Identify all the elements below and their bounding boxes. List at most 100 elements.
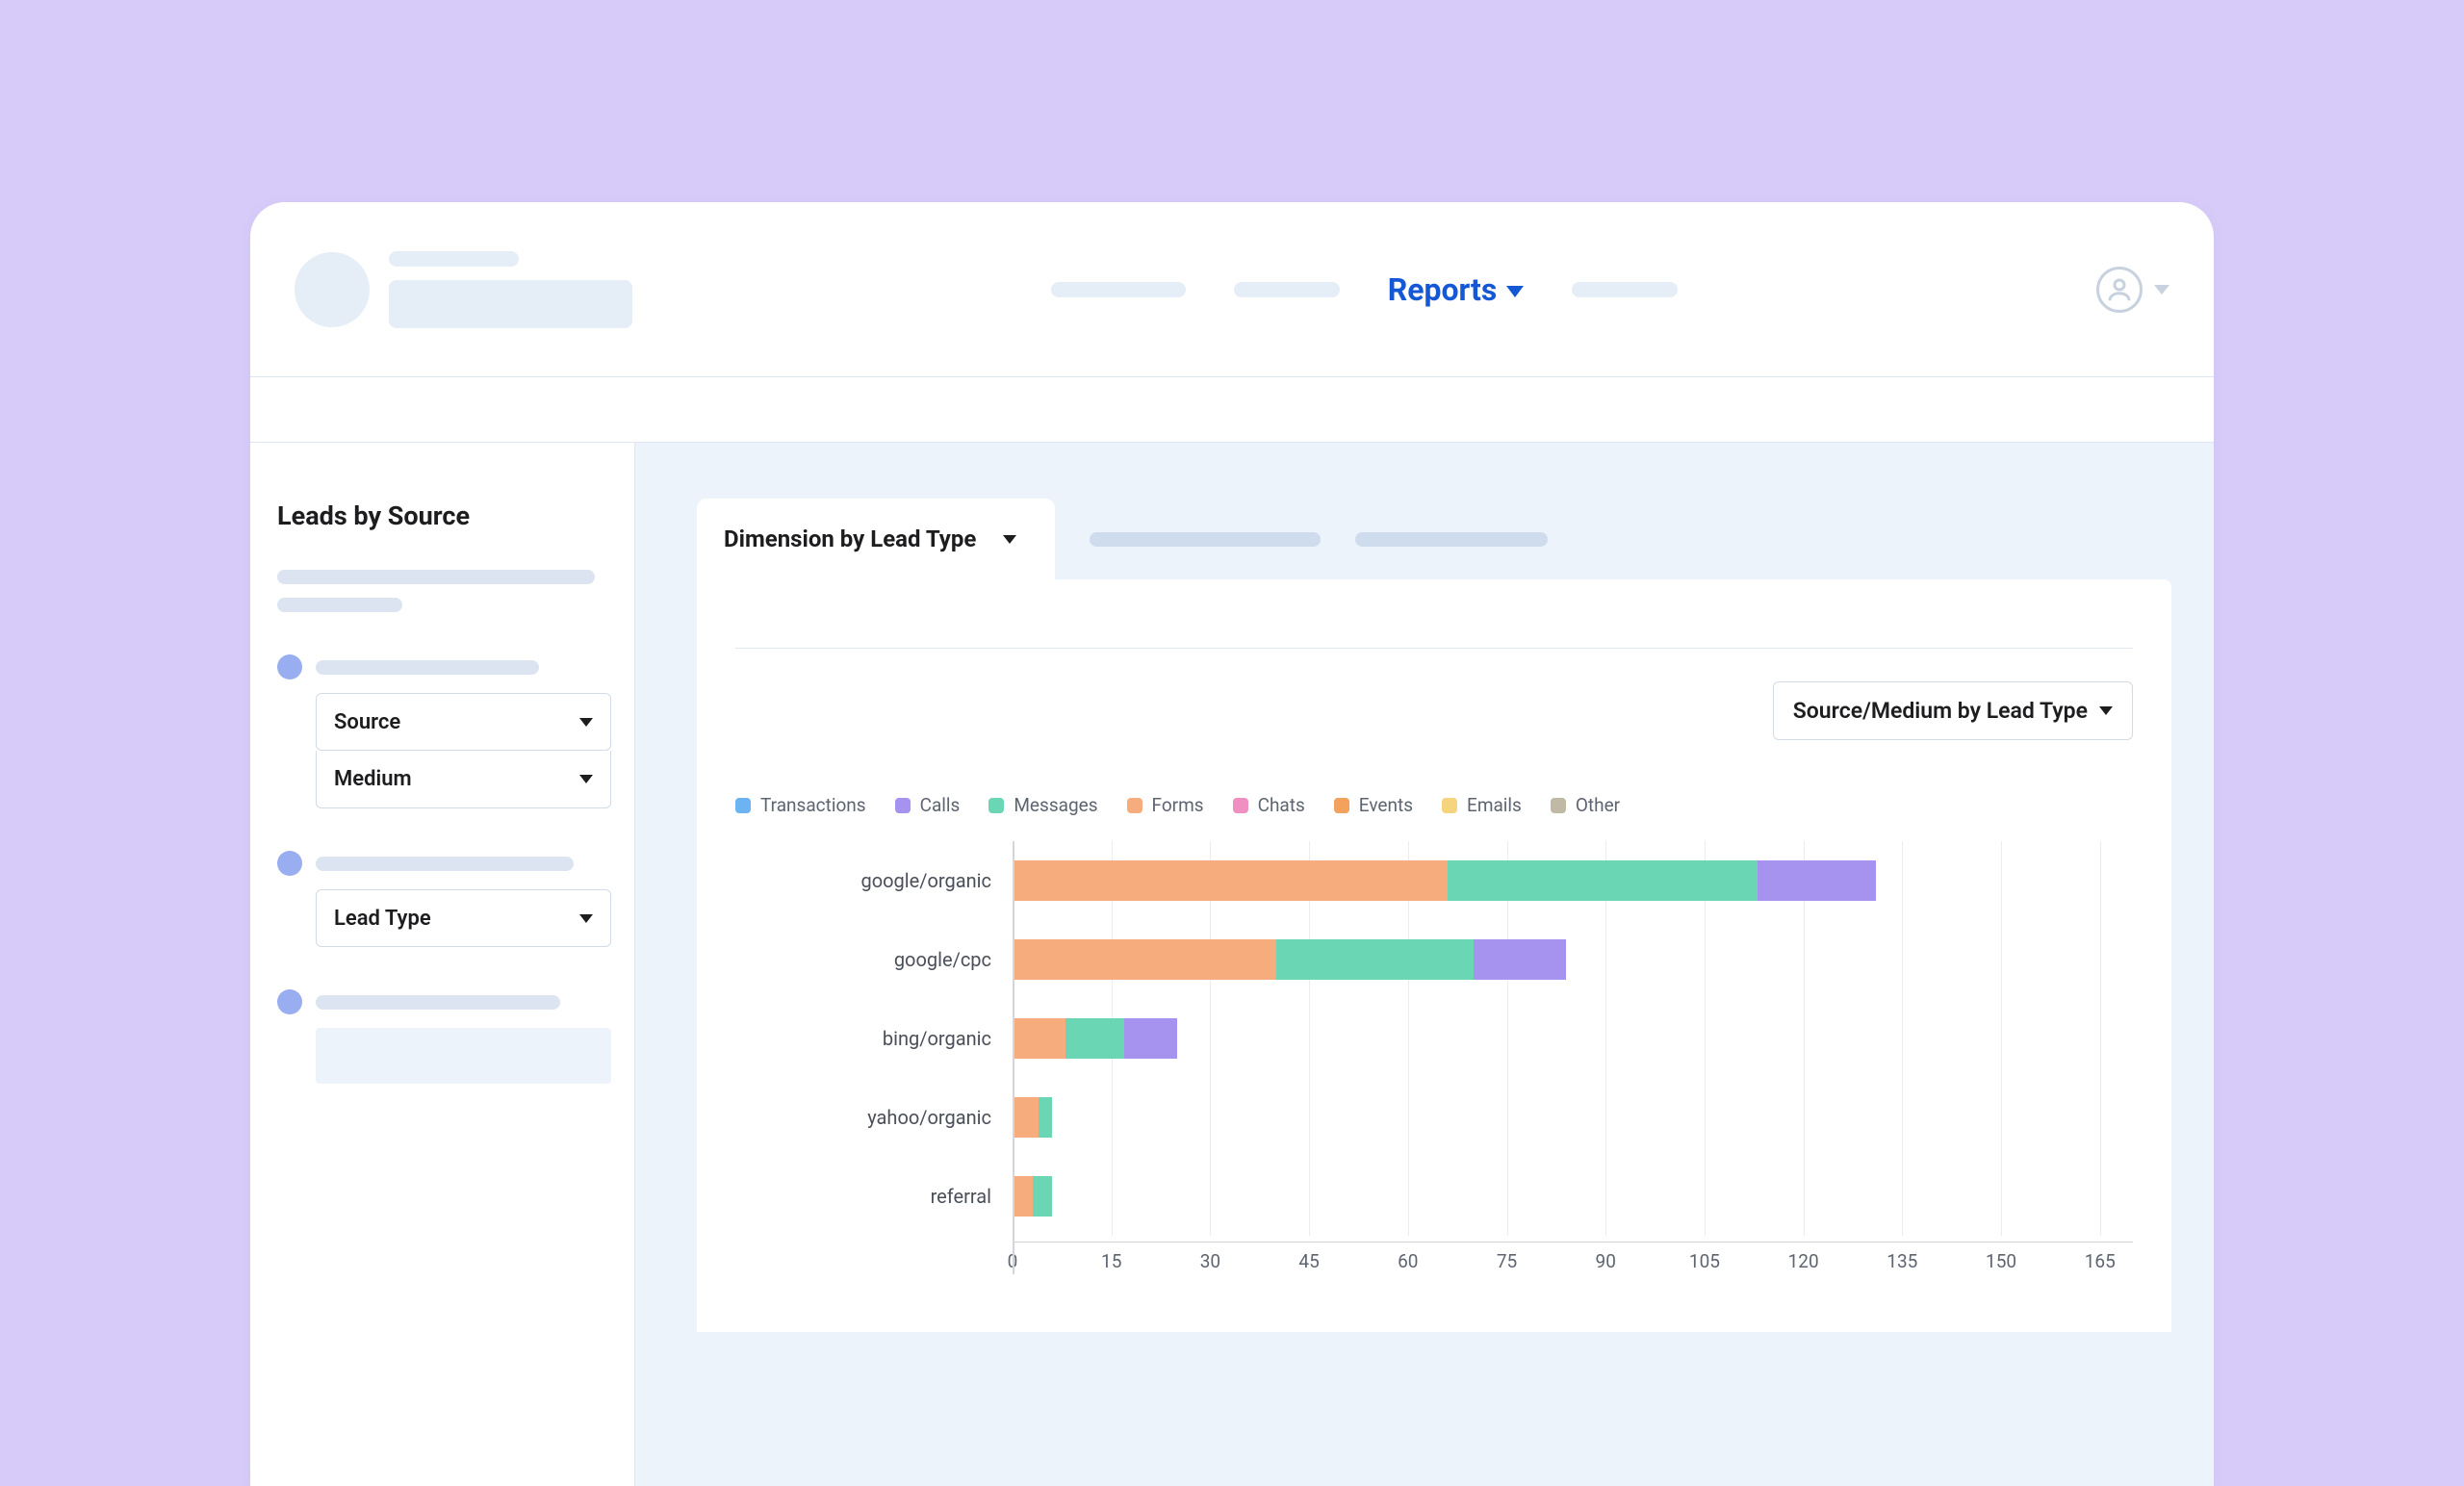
chart-x-tick: 105 — [1689, 1250, 1720, 1272]
chart-bar-segment[interactable] — [1124, 1018, 1177, 1059]
legend-label: Other — [1576, 794, 1620, 816]
chart-bar-row — [1013, 841, 2133, 920]
legend-item[interactable]: Messages — [988, 794, 1097, 816]
tab-dimension-by-lead-type[interactable]: Dimension by Lead Type — [697, 499, 1055, 579]
chart-y-label: google/cpc — [735, 920, 1013, 999]
panel-control-row: Source/Medium by Lead Type — [735, 649, 2133, 740]
chevron-down-icon — [579, 775, 593, 783]
step-dot-icon — [277, 654, 302, 679]
chart-plot-area: 0153045607590105120135150165 — [1013, 841, 2133, 1274]
chart-x-tick: 120 — [1788, 1250, 1819, 1272]
chart-bar-segment[interactable] — [1448, 860, 1758, 901]
topbar: Reports — [250, 202, 2214, 377]
chevron-down-icon — [2099, 706, 2113, 715]
sidebar-placeholder-line — [277, 570, 595, 584]
chart-bar-segment[interactable] — [1474, 939, 1566, 980]
chart-bar-row — [1013, 1157, 2133, 1236]
legend-item[interactable]: Calls — [895, 794, 961, 816]
legend-label: Messages — [1014, 794, 1097, 816]
chart-bar-row — [1013, 999, 2133, 1078]
legend-swatch — [1442, 798, 1457, 813]
legend-swatch — [735, 798, 751, 813]
tab-active-label: Dimension by Lead Type — [724, 525, 976, 552]
sidebar-group-last — [277, 989, 611, 1084]
tab-row: Dimension by Lead Type — [697, 499, 2171, 579]
chart-bar-segment[interactable] — [1039, 1097, 1052, 1138]
sidebar-title: Leads by Source — [277, 500, 611, 531]
chart-y-label: google/organic — [735, 841, 1013, 920]
chart-x-tick: 60 — [1398, 1250, 1418, 1272]
legend-swatch — [1233, 798, 1248, 813]
app-window: Reports Leads by Source — [250, 202, 2214, 1486]
chart-x-axis: 0153045607590105120135150165 — [1013, 1242, 2133, 1274]
legend-item[interactable]: Forms — [1127, 794, 1204, 816]
chart-x-tick: 75 — [1497, 1250, 1517, 1272]
chevron-down-icon — [579, 914, 593, 923]
select-leadtype[interactable]: Lead Type — [316, 889, 611, 947]
legend-swatch — [895, 798, 911, 813]
select-medium-label: Medium — [334, 767, 412, 791]
chevron-down-icon — [1003, 535, 1016, 544]
chart-bar-segment[interactable] — [1013, 1018, 1065, 1059]
nav-item-placeholder[interactable] — [1051, 282, 1186, 297]
chart-x-tick: 15 — [1101, 1250, 1121, 1272]
nav-reports-dropdown[interactable]: Reports — [1388, 271, 1525, 308]
chart-bar-segment[interactable] — [1758, 860, 1876, 901]
legend-swatch — [1551, 798, 1566, 813]
legend-label: Emails — [1467, 794, 1522, 816]
step-dot-icon — [277, 989, 302, 1014]
chart-bars — [1013, 841, 2133, 1236]
brand-text-block — [389, 251, 632, 328]
sidebar-placeholder-line — [277, 598, 402, 612]
chart-y-axis — [1013, 841, 1014, 1274]
chevron-down-icon — [579, 718, 593, 727]
select-leadtype-label: Lead Type — [334, 907, 431, 931]
select-source[interactable]: Source — [316, 693, 611, 751]
chevron-down-icon[interactable] — [2154, 285, 2169, 295]
chart-legend: Transactions Calls Messages Forms Chats Event… — [735, 740, 2133, 841]
chart-bar-segment[interactable] — [1013, 1176, 1033, 1217]
nav-right — [2096, 267, 2169, 313]
chart-x-tick: 150 — [1986, 1250, 2016, 1272]
select-medium[interactable]: Medium — [316, 751, 611, 808]
legend-item[interactable]: Emails — [1442, 794, 1522, 816]
nav-item-placeholder[interactable] — [1572, 282, 1678, 297]
chart-bar-segment[interactable] — [1013, 1097, 1039, 1138]
chart-x-tick: 165 — [2085, 1250, 2116, 1272]
sidebar-group-dimension: Source Medium — [277, 654, 611, 808]
sidebar-placeholder-line — [316, 995, 560, 1010]
chart-bar-segment[interactable] — [1033, 1176, 1053, 1217]
legend-swatch — [1334, 798, 1349, 813]
chart-bar-row — [1013, 1078, 2133, 1157]
legend-item[interactable]: Transactions — [735, 794, 866, 816]
tab-placeholder[interactable] — [1355, 532, 1548, 547]
nav-item-placeholder[interactable] — [1234, 282, 1340, 297]
panel-topstrip — [735, 579, 2133, 649]
nav-reports-label: Reports — [1388, 271, 1498, 308]
chevron-down-icon — [1506, 286, 1524, 297]
chart-bar-segment[interactable] — [1013, 939, 1276, 980]
chart-bar-segment[interactable] — [1276, 939, 1474, 980]
select-chart-grouping[interactable]: Source/Medium by Lead Type — [1773, 681, 2133, 740]
tab-placeholder[interactable] — [1090, 532, 1321, 547]
legend-label: Events — [1359, 794, 1413, 816]
chart-bar-segment[interactable] — [1065, 1018, 1125, 1059]
legend-item[interactable]: Other — [1551, 794, 1620, 816]
legend-item[interactable]: Chats — [1233, 794, 1305, 816]
legend-item[interactable]: Events — [1334, 794, 1413, 816]
legend-label: Chats — [1258, 794, 1305, 816]
select-source-label: Source — [334, 710, 400, 734]
chart-bar-segment[interactable] — [1013, 860, 1448, 901]
user-avatar-icon[interactable] — [2096, 267, 2143, 313]
chart-x-tick: 30 — [1200, 1250, 1220, 1272]
chart-x-tick: 45 — [1298, 1250, 1319, 1272]
brand-placeholder-box — [389, 280, 632, 328]
chart-y-label: referral — [735, 1157, 1013, 1236]
main-layout: Leads by Source Source Medium — [250, 443, 2214, 1486]
sidebar: Leads by Source Source Medium — [250, 443, 635, 1486]
content-area: Dimension by Lead Type Source/Medium by … — [635, 443, 2214, 1486]
sidebar-group-leadtype: Lead Type — [277, 851, 611, 947]
nav-center: Reports — [632, 271, 2096, 308]
brand-placeholder-line — [389, 251, 519, 267]
chart-x-tick: 90 — [1596, 1250, 1616, 1272]
